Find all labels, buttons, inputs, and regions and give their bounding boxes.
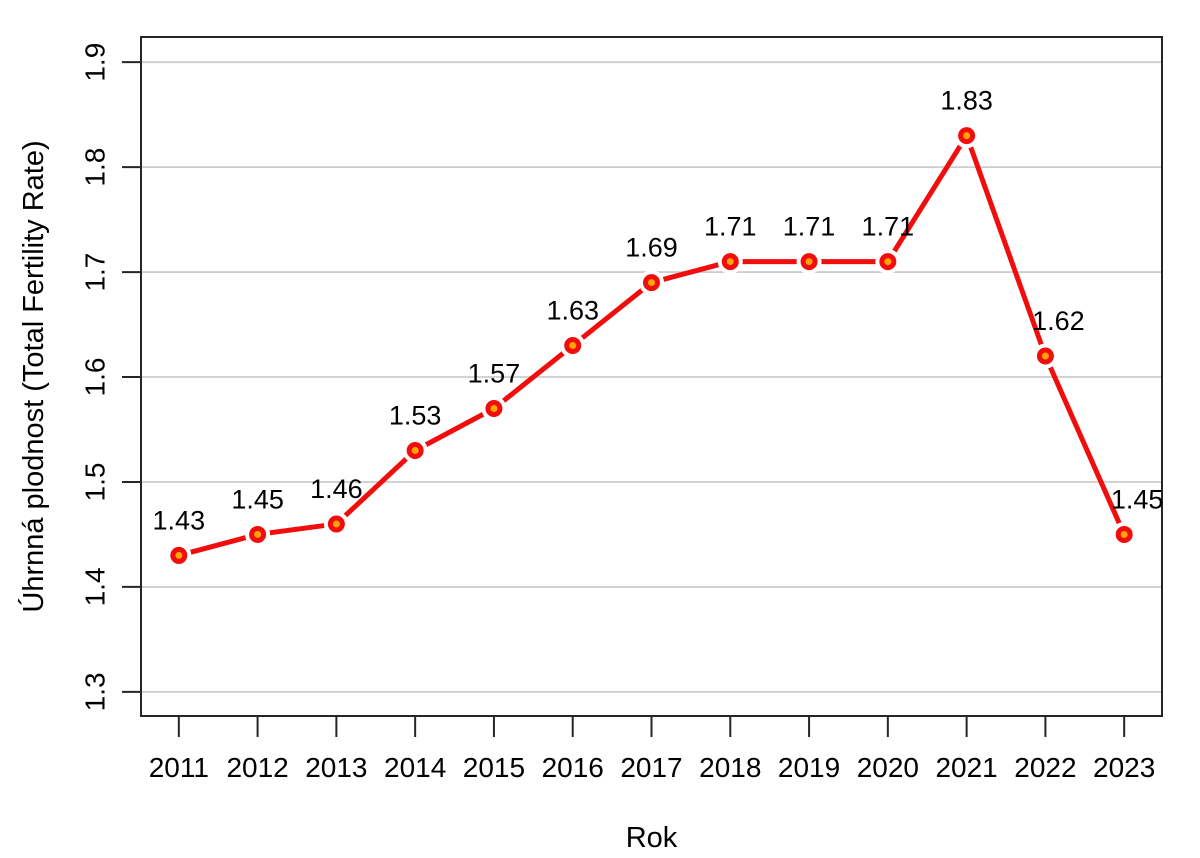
data-label: 1.45 bbox=[1111, 484, 1164, 514]
x-tick-label: 2022 bbox=[1014, 752, 1076, 783]
x-tick-label: 2015 bbox=[463, 752, 525, 783]
data-point bbox=[800, 253, 818, 271]
data-point bbox=[643, 274, 660, 292]
x-tick-label: 2017 bbox=[620, 752, 682, 783]
x-tick-label: 2014 bbox=[384, 752, 446, 783]
data-point bbox=[170, 546, 188, 564]
data-label: 1.45 bbox=[231, 484, 284, 514]
data-point bbox=[1036, 347, 1054, 365]
data-point bbox=[564, 337, 582, 355]
data-label: 1.71 bbox=[862, 212, 915, 242]
y-tick-label: 1.3 bbox=[79, 672, 110, 711]
y-tick-label: 1.7 bbox=[79, 253, 110, 292]
x-tick-label: 2013 bbox=[305, 752, 367, 783]
x-tick-label: 2021 bbox=[935, 752, 997, 783]
data-label: 1.57 bbox=[468, 359, 521, 389]
data-label: 1.63 bbox=[546, 296, 599, 326]
x-tick-label: 2020 bbox=[857, 752, 919, 783]
data-label: 1.69 bbox=[625, 233, 678, 263]
data-point bbox=[327, 515, 345, 533]
data-label: 1.46 bbox=[310, 474, 363, 504]
y-tick-label: 1.6 bbox=[79, 358, 110, 397]
x-tick-label: 2019 bbox=[778, 752, 840, 783]
x-tick-label: 2018 bbox=[699, 752, 761, 783]
data-label: 1.43 bbox=[153, 505, 206, 535]
x-axis-title: Rok bbox=[626, 822, 678, 854]
y-axis: 1.3 1.4 1.5 1.6 1.7 1.8 1.9 bbox=[79, 43, 141, 711]
data-label: 1.62 bbox=[1032, 306, 1085, 336]
data-label: 1.83 bbox=[940, 86, 993, 116]
data-labels: 1.43 1.45 1.46 1.53 1.57 1.63 1.69 1.71 1.71 1.71… bbox=[153, 86, 1164, 536]
x-tick-label: 2012 bbox=[226, 752, 288, 783]
data-point bbox=[879, 253, 897, 271]
data-label: 1.71 bbox=[704, 212, 757, 242]
data-point bbox=[249, 525, 267, 543]
x-axis: 2011 2012 2013 2014 2015 2016 2017 2018 2019 2020… bbox=[149, 716, 1155, 783]
y-tick-label: 1.8 bbox=[79, 148, 110, 187]
data-label: 1.53 bbox=[389, 400, 442, 430]
x-tick-label: 2011 bbox=[149, 752, 209, 783]
y-tick-label: 1.4 bbox=[79, 567, 110, 606]
y-axis-title: Úhrnná plodnost (Total Fertility Rate) bbox=[17, 140, 50, 612]
x-tick-label: 2016 bbox=[542, 752, 604, 783]
data-point bbox=[1115, 525, 1133, 543]
data-point bbox=[485, 400, 503, 418]
data-point bbox=[958, 127, 976, 145]
data-point bbox=[406, 441, 424, 459]
data-points bbox=[170, 127, 1133, 564]
data-label: 1.71 bbox=[783, 212, 836, 242]
data-point bbox=[721, 253, 739, 271]
x-tick-label: 2023 bbox=[1093, 752, 1155, 783]
y-tick-label: 1.5 bbox=[79, 463, 110, 502]
y-tick-label: 1.9 bbox=[79, 43, 110, 82]
